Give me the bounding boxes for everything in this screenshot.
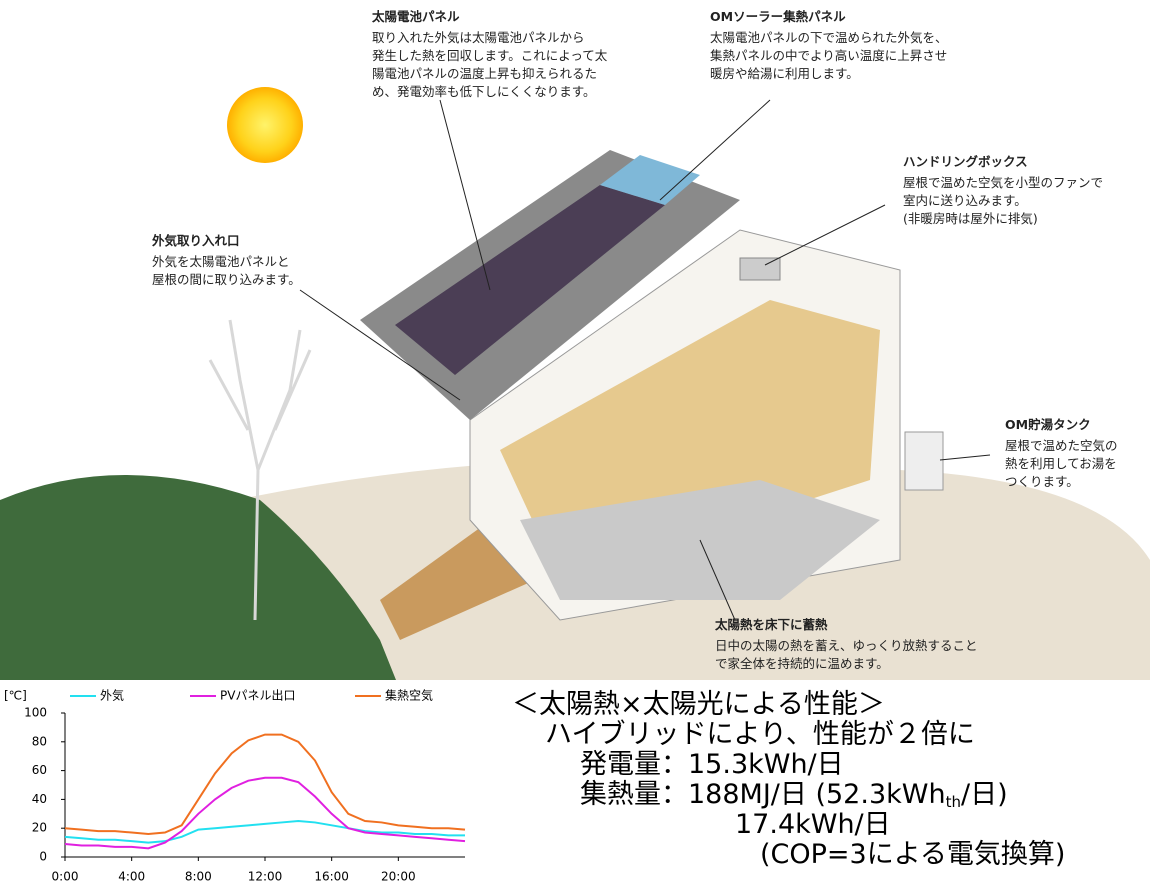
y-tick-label: 40 <box>32 792 47 806</box>
annotation: OM貯湯タンク 屋根で温めた空気の 熱を利用してお湯を つくります。 <box>1005 416 1118 491</box>
annotation-line: 取り入れた外気は太陽電池パネルから <box>372 29 607 47</box>
legend-label: 集熱空気 <box>385 688 433 703</box>
handling-box <box>740 258 780 280</box>
perf-note: (COP=3による電気換算) <box>760 840 1065 870</box>
annotation-line: 屋根で温めた空気の <box>1005 437 1118 455</box>
annotation-title: OMソーラー集熱パネル <box>710 8 948 26</box>
annotation-line: (非暖房時は屋外に排気) <box>903 210 1103 228</box>
legend-label: PVパネル出口 <box>220 689 295 703</box>
chart: [℃] 0 20 40 60 80 100 0:00 4:00 8:00 12:00 16:00 20:… <box>0 680 480 886</box>
annotation-title: ハンドリングボックス <box>903 153 1103 171</box>
perf-heat: 集熱量：188MJ/日 (52.3kWhth/日) <box>580 780 1008 817</box>
annotation-line: 室内に送り込みます。 <box>903 192 1103 210</box>
annotation-title: 外気取り入れ口 <box>152 232 301 250</box>
annotation-title: 太陽熱を床下に蓄熱 <box>715 616 978 634</box>
annotation-title: 太陽電池パネル <box>372 8 607 26</box>
annotation-line: 太陽電池パネルの下で温められた外気を、 <box>710 29 948 47</box>
annotation: 太陽電池パネル 取り入れた外気は太陽電池パネルから 発生した熱を回収します。これ… <box>372 8 607 101</box>
house-illustration <box>0 0 1160 680</box>
annotation: ハンドリングボックス 屋根で温めた空気を小型のファンで 室内に送り込みます。 (… <box>903 153 1103 228</box>
perf-heat-elec: 17.4kWh/日 <box>735 810 891 840</box>
annotation-line: 暖房や給湯に利用します。 <box>710 65 948 83</box>
y-tick-label: 100 <box>24 706 47 720</box>
annotation-line: 日中の太陽の熱を蓄え、ゆっくり放熱すること <box>715 637 978 655</box>
page: {"annotations": [ {"title": "太陽電池パネル", "… <box>0 0 1160 886</box>
y-unit: [℃] <box>4 689 27 703</box>
tank <box>905 432 943 490</box>
annotation-line: 外気を太陽電池パネルと <box>152 253 301 271</box>
perf-heading: ＜太陽熱×太陽光による性能＞ <box>512 690 885 720</box>
y-tick-label: 60 <box>32 763 47 777</box>
annotation-line: 熱を利用してお湯を <box>1005 455 1118 473</box>
perf-subheading: ハイブリッドにより、性能が２倍に <box>545 720 975 750</box>
series-line <box>65 735 465 834</box>
y-tick-label: 20 <box>32 821 47 835</box>
annotation: 外気取り入れ口 外気を太陽電池パネルと 屋根の間に取り込みます。 <box>152 232 301 289</box>
annotation-line: め、発電効率も低下しにくくなります。 <box>372 83 607 101</box>
annotation-line: で家全体を持続的に温めます。 <box>715 655 978 673</box>
annotation-line: 発生した熱を回収します。これによって太 <box>372 47 607 65</box>
text: 集熱量：188MJ/日 (52.3kWh <box>580 779 946 810</box>
x-tick-label: 16:00 <box>314 870 349 884</box>
annotation-line: 屋根の間に取り込みます。 <box>152 271 301 289</box>
x-tick-label: 12:00 <box>248 870 283 884</box>
annotation-line: 集熱パネルの中でより高い温度に上昇させ <box>710 47 948 65</box>
x-tick-label: 0:00 <box>52 870 79 884</box>
x-tick-label: 20:00 <box>381 870 416 884</box>
perf-power: 発電量：15.3kWh/日 <box>580 750 844 780</box>
sun <box>227 87 303 163</box>
annotation: OMソーラー集熱パネル 太陽電池パネルの下で温められた外気を、 集熱パネルの中で… <box>710 8 948 83</box>
subscript: th <box>946 793 961 811</box>
x-tick-label: 8:00 <box>185 870 212 884</box>
annotation: 太陽熱を床下に蓄熱 日中の太陽の熱を蓄え、ゆっくり放熱すること で家全体を持続的… <box>715 616 978 673</box>
annotation-line: つくります。 <box>1005 473 1118 491</box>
annotation-line: 屋根で温めた空気を小型のファンで <box>903 174 1103 192</box>
x-tick-label: 4:00 <box>118 870 145 884</box>
y-tick-label: 80 <box>32 734 47 748</box>
y-tick-label: 0 <box>39 850 47 864</box>
annotation-title: OM貯湯タンク <box>1005 416 1118 434</box>
text: /日) <box>961 779 1008 810</box>
annotation-line: 陽電池パネルの温度上昇も抑えられるた <box>372 65 607 83</box>
series-line <box>65 778 465 849</box>
legend-label: 外気 <box>100 688 124 703</box>
